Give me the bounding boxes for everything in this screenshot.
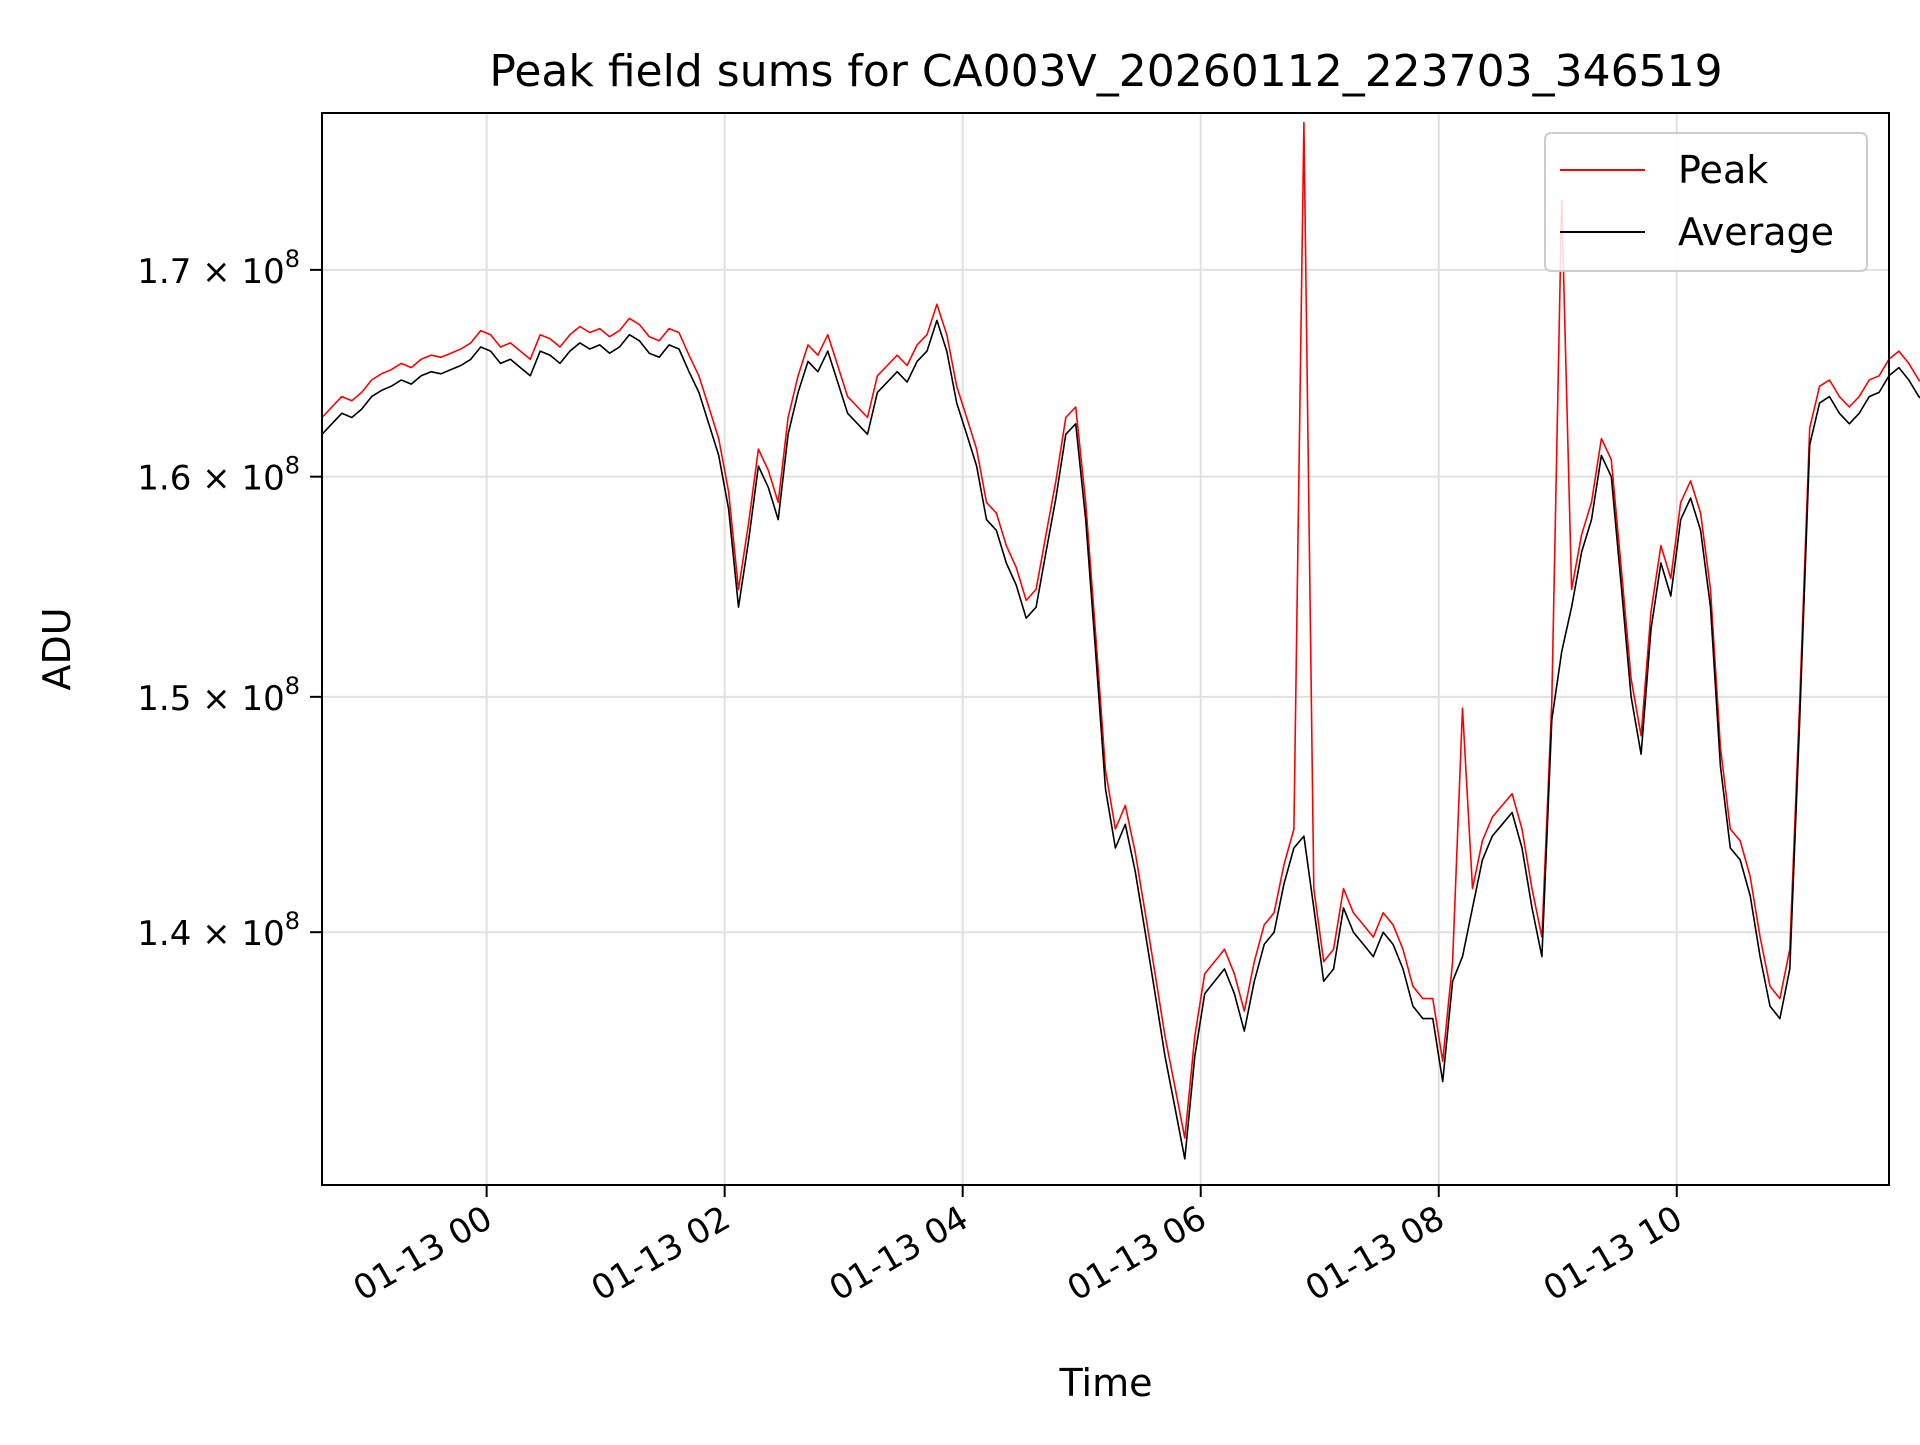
legend: Peak Average [1544,132,1868,272]
y-axis-label: ADU [35,607,79,690]
y-tick-label: 1.6 × 108 [137,452,300,499]
y-tick-label: 1.4 × 108 [137,907,300,954]
plot-frame [321,112,1890,1186]
series-layer [321,121,1920,1160]
legend-box [1544,132,1868,272]
legend-average-label: Average [1678,210,1834,254]
legend-peak-label: Peak [1678,148,1768,192]
y-tick-label: 1.7 × 108 [137,245,300,292]
series-line-peak [321,121,1920,1139]
y-axis: 1.4 × 108 1.5 × 108 1.6 × 108 1.7 × 108 [137,245,322,954]
x-axis-label: Time [1059,1361,1153,1405]
y-tick-label: 1.5 × 108 [137,672,300,719]
series-line-average [321,319,1920,1160]
chart-title: Peak field sums for CA003V_20260112_2237… [489,46,1722,97]
